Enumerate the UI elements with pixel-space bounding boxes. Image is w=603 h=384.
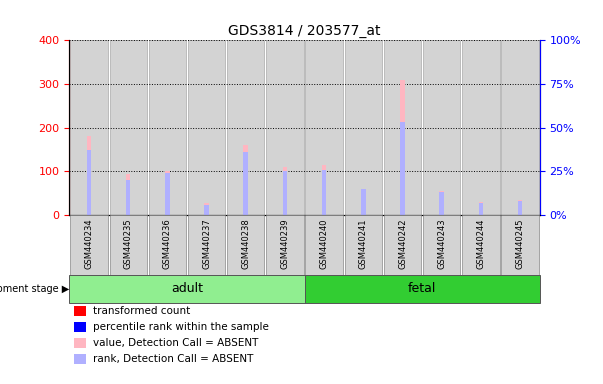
Text: GSM440244: GSM440244 <box>476 218 485 268</box>
Bar <box>204 205 209 215</box>
Bar <box>463 215 499 275</box>
Text: GSM440235: GSM440235 <box>124 218 133 269</box>
Bar <box>126 180 130 215</box>
Bar <box>74 354 86 364</box>
Bar <box>149 40 186 215</box>
Bar <box>244 152 248 215</box>
Text: GSM440239: GSM440239 <box>280 218 289 269</box>
Text: percentile rank within the sample: percentile rank within the sample <box>93 322 269 332</box>
Bar <box>71 215 107 275</box>
Bar <box>479 202 483 215</box>
Bar <box>283 167 287 215</box>
Bar <box>267 215 303 275</box>
Bar <box>227 215 264 275</box>
Bar <box>69 275 305 303</box>
Bar <box>188 40 225 215</box>
Text: GSM440243: GSM440243 <box>437 218 446 269</box>
Bar <box>87 136 91 215</box>
Bar <box>322 165 326 215</box>
Bar <box>400 79 405 215</box>
Bar <box>110 40 147 215</box>
Bar <box>126 174 130 215</box>
Bar <box>283 171 287 215</box>
Bar <box>244 145 248 215</box>
Text: transformed count: transformed count <box>93 306 190 316</box>
Text: GSM440238: GSM440238 <box>241 218 250 269</box>
Bar <box>204 203 209 215</box>
Text: GSM440236: GSM440236 <box>163 218 172 269</box>
Bar <box>227 40 264 215</box>
Text: development stage ▶: development stage ▶ <box>0 284 69 294</box>
Bar <box>502 215 538 275</box>
Bar <box>306 215 343 275</box>
Text: GSM440240: GSM440240 <box>320 218 329 268</box>
Bar <box>518 200 522 215</box>
Bar <box>345 40 382 215</box>
Text: GSM440245: GSM440245 <box>516 218 525 268</box>
Bar <box>74 306 86 316</box>
Bar <box>440 191 444 215</box>
Bar <box>305 275 540 303</box>
Bar <box>518 201 522 215</box>
Bar <box>188 215 225 275</box>
Bar <box>361 189 365 215</box>
Bar <box>361 189 365 215</box>
Bar <box>384 215 421 275</box>
Text: rank, Detection Call = ABSENT: rank, Detection Call = ABSENT <box>93 354 253 364</box>
Text: GSM440237: GSM440237 <box>202 218 211 269</box>
Bar <box>502 40 538 215</box>
Bar <box>345 215 382 275</box>
Bar <box>165 173 169 215</box>
Bar <box>384 40 421 215</box>
Text: GSM440241: GSM440241 <box>359 218 368 268</box>
Bar <box>149 215 186 275</box>
Bar <box>110 215 147 275</box>
Bar <box>322 170 326 215</box>
Bar <box>74 322 86 333</box>
Bar <box>423 215 460 275</box>
Bar <box>479 203 483 215</box>
Text: fetal: fetal <box>408 283 437 295</box>
Bar <box>400 122 405 215</box>
Bar <box>74 338 86 348</box>
Bar <box>306 40 343 215</box>
Bar <box>463 40 499 215</box>
Bar <box>87 151 91 215</box>
Text: GSM440242: GSM440242 <box>398 218 407 268</box>
Text: value, Detection Call = ABSENT: value, Detection Call = ABSENT <box>93 338 258 348</box>
Title: GDS3814 / 203577_at: GDS3814 / 203577_at <box>229 24 380 38</box>
Bar <box>267 40 303 215</box>
Text: adult: adult <box>171 283 203 295</box>
Bar <box>71 40 107 215</box>
Bar <box>423 40 460 215</box>
Bar <box>165 171 169 215</box>
Bar <box>440 192 444 215</box>
Text: GSM440234: GSM440234 <box>84 218 93 269</box>
